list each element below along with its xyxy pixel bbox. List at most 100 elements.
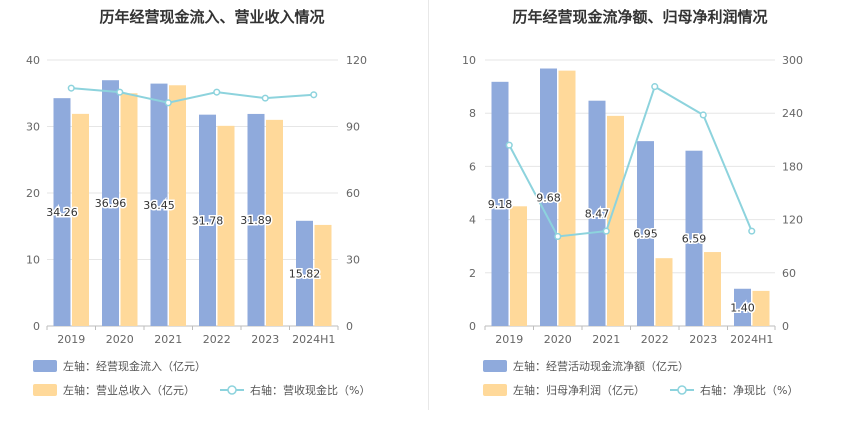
bar-series-1: [247, 113, 265, 326]
y-left-tick-label: 0: [33, 320, 40, 333]
legend-swatch: [33, 360, 57, 372]
x-tick-label: 2020: [106, 333, 134, 346]
bar-series-2: [72, 113, 89, 327]
bar-data-label: 6.59: [682, 232, 707, 245]
legend-item: 左轴：归母净利润（亿元）: [483, 383, 645, 397]
y-right-tick-label: 60: [346, 187, 360, 200]
line-series: [71, 87, 314, 104]
line-point: [213, 88, 221, 96]
y-left-tick-label: 0: [469, 320, 476, 333]
x-tick-label: 2019: [57, 333, 85, 346]
legend-swatch: [33, 384, 57, 396]
bar-series-1: [685, 150, 703, 326]
bar-data-label: 31.78: [192, 214, 224, 227]
bar-series-1: [491, 81, 509, 326]
legend-item: 右轴：净现比（%）: [670, 383, 798, 397]
line-point: [748, 227, 756, 235]
bar-series-1: [102, 80, 119, 326]
bar-data-label: 36.96: [95, 197, 127, 210]
line-point: [164, 99, 172, 107]
chart-divider: [428, 0, 429, 410]
chart-net-cash-profit: 历年经营现金流净额、归母净利润情况 0 2 4 6 8 10 0 60 120 180 240 300 2…: [462, 8, 803, 397]
legend-label: 左轴：归母净利润（亿元）: [513, 383, 645, 397]
legend-label: 左轴：经营现金流入（亿元）: [63, 359, 206, 373]
x-tick-label: 2021: [154, 333, 182, 346]
line-series: [508, 85, 753, 238]
line-point: [116, 88, 124, 96]
bar-series-1: [150, 83, 168, 326]
bar-data-label: 36.45: [143, 199, 175, 212]
bar-series-1: [588, 100, 606, 326]
legend-item: 左轴：经营现金流入（亿元）: [33, 359, 206, 373]
bar-series-2: [217, 125, 235, 327]
legend-item: 左轴：营业总收入（亿元）: [33, 383, 195, 397]
line-point: [505, 141, 513, 149]
legend-item: 右轴：营收现金比（%）: [220, 383, 370, 397]
line-point: [261, 94, 269, 102]
bar-data-label: 9.18: [488, 198, 513, 211]
bar-data-label: 34.26: [46, 206, 78, 219]
bar-series-1: [540, 68, 557, 327]
bar-series-1: [199, 114, 216, 327]
bar-series-2: [510, 206, 527, 326]
line-point: [651, 83, 659, 91]
line-point: [554, 232, 562, 240]
y-right-tick-label: 0: [346, 320, 353, 333]
y-left-tick-label: 20: [26, 187, 40, 200]
bar-series-2: [607, 115, 624, 326]
chart-cash-inflow-revenue: 历年经营现金流入、营业收入情况 0 10 20 30 40 0 30 60 90 120 2019 20…: [26, 8, 370, 397]
bar-data-label: 31.89: [240, 214, 272, 227]
y-right-tick-label: 30: [346, 254, 360, 267]
x-tick-label: 2022: [203, 333, 231, 346]
y-right-tick-label: 0: [782, 320, 789, 333]
bar-series-1: [296, 220, 313, 326]
bar-data-label: 6.95: [633, 228, 658, 241]
bar-series-1: [53, 98, 71, 327]
x-tick-label: 2023: [689, 333, 717, 346]
y-left-tick-label: 10: [26, 254, 40, 267]
bar-series-1: [637, 141, 654, 326]
x-tick-label: 2024H1: [292, 333, 335, 346]
bar-series-2: [752, 290, 770, 326]
x-tick-label: 2019: [495, 333, 523, 346]
chart-title: 历年经营现金流入、营业收入情况: [99, 8, 324, 26]
line-point: [67, 84, 75, 92]
bar-data-label: 1.40: [730, 301, 755, 314]
y-right-tick-label: 240: [782, 107, 803, 120]
x-tick-label: 2020: [544, 333, 572, 346]
x-tick-label: 2024H1: [730, 333, 773, 346]
legend-label: 左轴：经营活动现金流净额（亿元）: [513, 359, 689, 373]
legend-swatch-marker: [677, 385, 687, 395]
y-left-tick-label: 4: [469, 214, 476, 227]
y-right-tick-label: 120: [782, 214, 803, 227]
bar-series-2: [169, 85, 186, 327]
line-point: [602, 227, 610, 235]
bar-data-label: 8.47: [585, 207, 610, 220]
y-right-tick-label: 300: [782, 54, 803, 67]
bar-data-label: 9.68: [536, 191, 561, 204]
bar-series-2: [314, 224, 332, 326]
y-left-tick-label: 10: [462, 54, 476, 67]
legend-label: 左轴：营业总收入（亿元）: [63, 383, 195, 397]
bar-series-2: [266, 119, 283, 326]
y-left-tick-label: 2: [469, 267, 476, 280]
y-left-tick-label: 8: [469, 107, 476, 120]
y-left-tick-label: 6: [469, 160, 476, 173]
y-left-tick-label: 30: [26, 121, 40, 134]
y-left-tick-label: 40: [26, 54, 40, 67]
y-right-tick-label: 180: [782, 160, 803, 173]
bar-series-2: [558, 70, 576, 326]
bar-series-2: [655, 258, 673, 326]
legend-label: 右轴：净现比（%）: [700, 383, 798, 397]
x-tick-label: 2021: [592, 333, 620, 346]
line-point: [699, 111, 707, 119]
line-point: [310, 91, 318, 99]
y-right-tick-label: 90: [346, 121, 360, 134]
bar-data-label: 15.82: [289, 267, 321, 280]
legend-item: 左轴：经营活动现金流净额（亿元）: [483, 359, 689, 373]
legend-label: 右轴：营收现金比（%）: [250, 383, 370, 397]
bar-series-2: [120, 93, 138, 326]
legend-swatch: [483, 384, 507, 396]
y-right-tick-label: 60: [782, 267, 796, 280]
